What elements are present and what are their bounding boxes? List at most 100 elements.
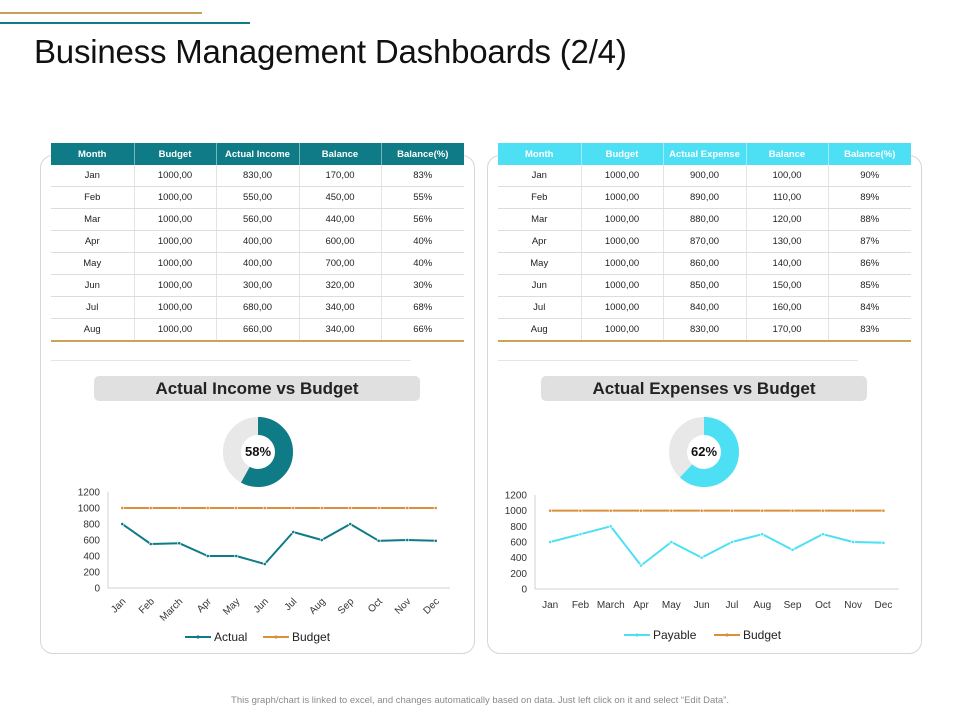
expense-table-cell: 100,00 <box>745 165 828 187</box>
expense-table-cell: 1000,00 <box>580 230 663 253</box>
data-point-actual <box>120 522 125 526</box>
income-table: Month Budget Actual Income Balance Balance(%… <box>51 143 464 342</box>
legend-item-budget: Budget <box>263 630 331 644</box>
income-table-row: Aug 1000,00 660,00 340,00 66% <box>51 318 464 342</box>
data-point-budget <box>291 506 296 510</box>
legend-marker <box>196 635 200 639</box>
accent-line-teal <box>0 22 250 24</box>
income-table-row: Jan 1000,00 830,00 170,00 83% <box>51 165 464 187</box>
expense-donut: 62% <box>669 417 739 487</box>
x-tick-label: Jan <box>109 596 128 615</box>
x-tick-label: Sep <box>784 600 802 611</box>
income-table-cell: 40% <box>380 252 464 275</box>
data-point-budget <box>790 508 795 513</box>
income-table-header-cell: Balance <box>298 143 381 165</box>
income-table-row: Apr 1000,00 400,00 600,00 40% <box>51 230 464 253</box>
expense-table-cell: Jul <box>498 296 581 319</box>
expense-table-cell: 850,00 <box>662 274 746 297</box>
data-point-budget <box>881 508 886 513</box>
expense-table-cell: 860,00 <box>662 252 746 275</box>
income-table-header-cell: Budget <box>133 143 216 165</box>
income-table-row: Jul 1000,00 680,00 340,00 68% <box>51 296 464 319</box>
income-table-header-cell: Actual Income <box>215 143 299 165</box>
income-table-cell: 660,00 <box>215 318 299 342</box>
y-tick-label: 1000 <box>78 504 101 515</box>
y-tick-label: 0 <box>94 584 100 595</box>
expense-table-cell: Aug <box>498 318 581 342</box>
data-point-payable <box>820 532 825 537</box>
y-tick-label: 1200 <box>78 488 101 499</box>
expense-table-cell: Jan <box>498 165 581 187</box>
expense-table-cell: Feb <box>498 186 581 209</box>
data-point-budget <box>148 506 153 510</box>
x-tick-label: Apr <box>633 600 649 611</box>
income-table-row: May 1000,00 400,00 700,00 40% <box>51 252 464 275</box>
expense-table-cell: 120,00 <box>745 208 828 231</box>
expense-table-header: Month Budget Actual Expense Balance Balance(… <box>498 143 911 165</box>
x-tick-label: Aug <box>753 600 771 611</box>
x-tick-label: Dec <box>422 596 442 616</box>
page-title: Business Management Dashboards (2/4) <box>34 33 627 70</box>
legend-label: Budget <box>292 630 331 644</box>
data-point-budget <box>820 508 825 513</box>
expense-table-cell: 1000,00 <box>580 274 663 297</box>
x-tick-label: Jul <box>726 600 739 611</box>
expense-table-row: Aug 1000,00 830,00 170,00 83% <box>498 318 911 342</box>
expense-table-row: May 1000,00 860,00 140,00 86% <box>498 252 911 275</box>
legend-item-budget: Budget <box>714 628 782 642</box>
x-tick-label: Jun <box>694 600 710 611</box>
data-point-budget <box>262 506 267 510</box>
expense-table-row: Mar 1000,00 880,00 120,00 88% <box>498 208 911 231</box>
expense-table-cell: 84% <box>827 296 911 319</box>
income-table-cell: 550,00 <box>215 186 299 209</box>
data-point-budget <box>234 506 239 510</box>
data-point-budget <box>669 508 674 513</box>
expense-table-cell: 110,00 <box>745 186 828 209</box>
expense-table-cell: 1000,00 <box>580 208 663 231</box>
data-point-actual <box>319 538 324 542</box>
data-point-budget <box>177 506 182 510</box>
income-table-cell: Apr <box>51 230 134 253</box>
expense-donut-label: 62% <box>691 444 717 459</box>
legend-marker <box>274 635 278 639</box>
expense-table-row: Apr 1000,00 870,00 130,00 87% <box>498 230 911 253</box>
x-tick-label: Jul <box>283 596 300 613</box>
income-table-cell: 66% <box>380 318 464 342</box>
expense-table-cell: 83% <box>827 318 911 342</box>
income-table-cell: 1000,00 <box>133 296 216 319</box>
income-table-cell: Jan <box>51 165 134 187</box>
income-table-cell: 83% <box>380 165 464 187</box>
expense-chart-title: Actual Expenses vs Budget <box>541 376 867 401</box>
data-point-budget <box>578 508 583 513</box>
income-donut-label: 58% <box>245 444 271 459</box>
y-tick-label: 1000 <box>505 506 528 517</box>
x-tick-label: Nov <box>393 596 413 616</box>
data-point-budget <box>548 508 553 513</box>
income-table-cell: Mar <box>51 208 134 231</box>
data-point-budget <box>205 506 210 510</box>
expense-table-cell: 1000,00 <box>580 318 663 342</box>
expense-table-cell: 140,00 <box>745 252 828 275</box>
income-line-chart: 0 200 400 600 800 1000 1200 Jan Feb March Apr May Ju… <box>78 488 450 644</box>
expense-table-cell: 160,00 <box>745 296 828 319</box>
income-table-cell: Feb <box>51 186 134 209</box>
income-donut: 58% <box>223 417 293 487</box>
data-point-budget <box>639 508 643 513</box>
income-table-cell: 68% <box>380 296 464 319</box>
y-tick-label: 800 <box>510 522 527 533</box>
expense-table-cell: 840,00 <box>662 296 746 319</box>
data-point-budget <box>348 506 353 510</box>
income-chart-title: Actual Income vs Budget <box>94 376 420 401</box>
income-table-cell: 830,00 <box>215 165 299 187</box>
data-point-actual <box>148 542 153 546</box>
income-table-cell: 1000,00 <box>133 230 216 253</box>
income-table-cell: 56% <box>380 208 464 231</box>
data-point-actual <box>291 530 296 534</box>
expense-table-cell: 170,00 <box>745 318 828 342</box>
x-tick-label: Jan <box>542 600 558 611</box>
y-tick-label: 600 <box>83 536 100 547</box>
accent-line-gold <box>0 12 202 14</box>
income-table-cell: Jun <box>51 274 134 297</box>
expense-table-cell: 900,00 <box>662 165 746 187</box>
y-tick-label: 800 <box>83 520 100 531</box>
